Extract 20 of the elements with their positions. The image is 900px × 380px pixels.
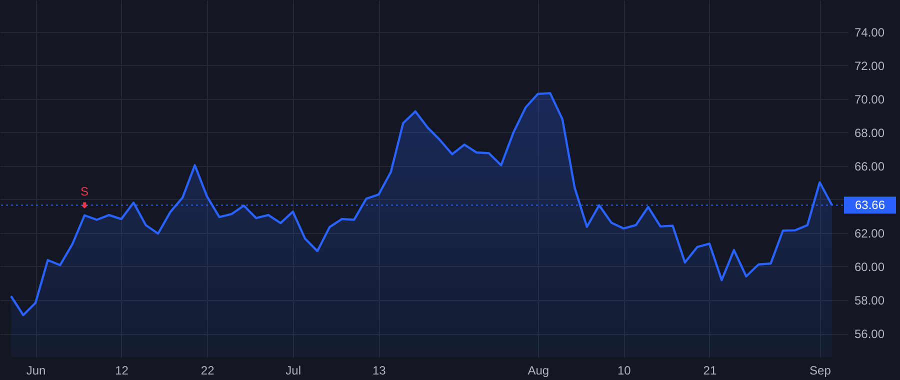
x-tick-label: Jun bbox=[26, 364, 46, 378]
y-tick-label: 70.00 bbox=[854, 92, 885, 106]
y-tick-label: 58.00 bbox=[854, 294, 885, 308]
x-tick-label: Aug bbox=[528, 364, 550, 378]
y-tick-label: 72.00 bbox=[854, 58, 885, 73]
x-tick-label: 21 bbox=[703, 364, 717, 378]
ref-line-label: 63.66 bbox=[854, 198, 886, 212]
annotation: S bbox=[80, 184, 89, 198]
x-tick-label: 10 bbox=[617, 364, 632, 378]
x-tick-label: 13 bbox=[372, 364, 386, 378]
y-tick-label: 74.00 bbox=[854, 25, 885, 40]
y-tick-label: 62.00 bbox=[854, 226, 885, 240]
y-tick-label: 66.00 bbox=[854, 159, 885, 174]
y-tick-label: 60.00 bbox=[854, 260, 885, 274]
y-tick-label: 68.00 bbox=[854, 126, 885, 140]
x-tick-label: Sep bbox=[810, 364, 832, 378]
x-tick-label: 12 bbox=[115, 364, 129, 378]
x-tick-label: 22 bbox=[200, 364, 215, 378]
y-tick-label: 56.00 bbox=[854, 327, 885, 342]
x-tick-label: Jul bbox=[286, 364, 302, 378]
